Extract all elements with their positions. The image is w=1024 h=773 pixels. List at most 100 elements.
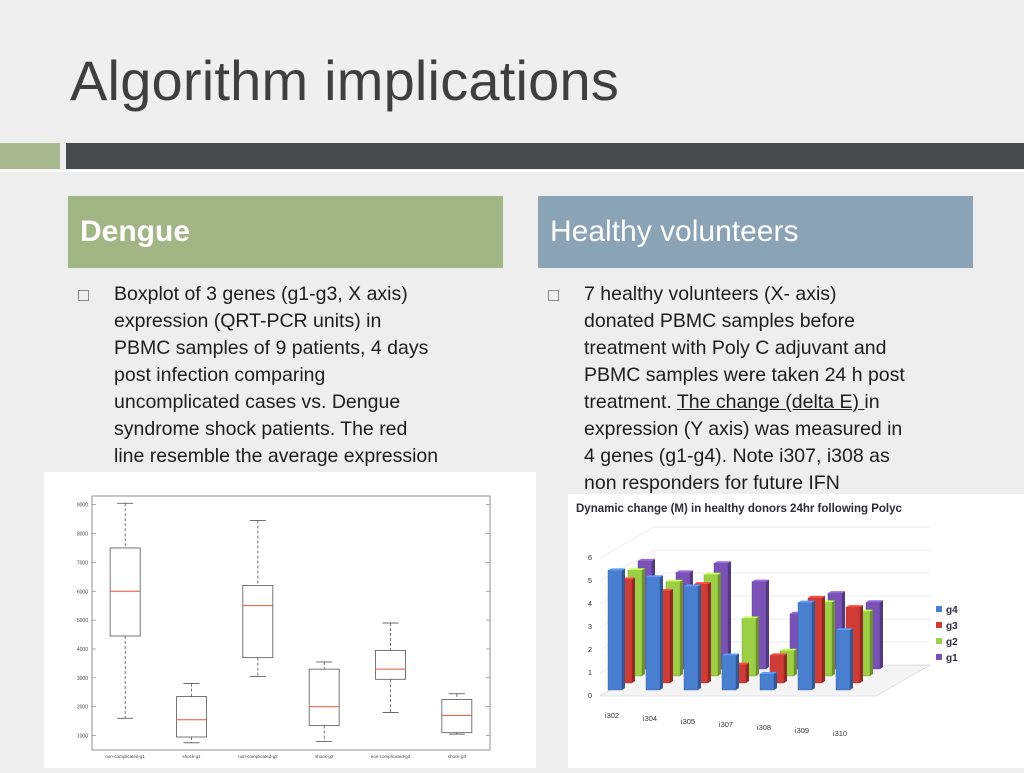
y-tick-label: 0 [588,691,592,700]
text-line: Boxplot of 3 genes (g1-g3, X axis) [114,283,408,305]
plot-frame [91,495,491,751]
bar-top-g3 [846,605,863,608]
bar3d-chart: Dynamic change (M) in healthy donors 24h… [576,503,958,738]
divider-line [0,170,1024,172]
x-tick-label: i307 [719,720,733,729]
y-tick-label: 2000 [77,705,88,711]
bar-top-g2 [704,572,721,575]
box [242,585,274,659]
bar-side-g4 [774,671,777,690]
bar3d-chart-title: Dynamic change (M) in healthy donors 24h… [576,503,902,515]
bar-top-g1 [676,570,693,573]
box [109,547,141,637]
bar-side-g4 [660,575,663,690]
text-line: 7 healthy volunteers (X- axis) [584,283,837,305]
y-tick-label: 1 [588,668,592,677]
box [375,650,406,680]
boxplot-chart: 1000 2000 3000 4000 5000 6000 7000 8000 9000 non-… [77,495,491,759]
text-line: PBMC samples were taken 24 h post [584,364,905,386]
x-tick-label: non-complicated-g1 [105,754,145,759]
bar-top-g1 [638,558,655,561]
bar-g4 [721,655,737,691]
x-tick-label: i309 [795,726,809,735]
legend-label: g1 [946,653,958,664]
bar-side-g2 [680,579,683,676]
dengue-header: Dengue [68,196,503,268]
bar-side-g3 [708,582,711,683]
bar-side-g4 [622,568,625,690]
box [441,699,473,734]
y-tick-label: 3 [588,622,592,631]
bar-top-g4 [722,653,739,656]
text-line: non responders for future IFN [584,472,840,494]
bar-top-g4 [646,575,663,578]
text-line: donated PBMC samples before [584,310,855,332]
bar-g4 [797,602,813,691]
box [308,668,340,726]
x-tick-label: i304 [643,714,657,723]
x-tick-label: i310 [833,729,847,738]
bar-side-g3 [746,662,749,683]
bar-top-g3 [808,595,825,598]
bar-g4 [759,673,775,691]
x-tick-label: shock-g2 [315,754,334,759]
legend-swatch-g1 [936,654,942,660]
y-tick-label: 1000 [77,734,88,740]
title-area [0,0,1024,140]
legend-label: g4 [946,605,958,616]
legend-label: g2 [946,637,958,648]
bar-top-g1 [752,579,769,582]
bullet-square-icon [548,290,559,301]
y-tick-label: 6000 [77,589,88,595]
y-tick-label: 5000 [77,618,88,624]
bar-side-g2 [718,572,721,676]
text-line: expression (QRT-PCR units) in [114,310,382,332]
text-line: treatment. The change (delta E) in [584,389,964,416]
x-tick-label: non-complicated-g2 [238,754,278,759]
y-tick-label: 7000 [77,560,88,566]
healthy-volunteers-header: Healthy volunteers [538,196,973,268]
bar-side-g2 [832,600,835,676]
y-tick-label: 3000 [77,676,88,682]
x-tick-label: i305 [681,717,695,726]
bar-side-g2 [642,568,645,676]
text-fragment: treatment. [584,391,677,413]
bar-g4 [645,577,661,691]
bar3d-image: Dynamic change (M) in healthy donors 24h… [568,494,1024,768]
text-line: treatment with Poly C adjuvant and [584,337,887,359]
bar-top-g2 [780,648,797,651]
bar-side-g3 [784,653,787,683]
healthy-volunteers-header-label: Healthy volunteers [550,215,799,248]
legend-label: g3 [946,621,958,632]
bar-side-g3 [632,577,635,683]
accent-band-green [0,143,60,169]
bar-top-g2 [666,579,683,582]
y-tick-label: 8000 [77,532,88,538]
y-tick-label: 9000 [77,503,88,509]
x-tick-label: i302 [605,711,619,720]
text-line: syndrome shock patients. The red [114,418,408,440]
grid-line [599,526,655,559]
dengue-header-label: Dengue [80,215,191,248]
y-tick-label: 5 [588,576,592,585]
text-line: PBMC samples of 9 patients, 4 days [114,337,429,359]
bar-top-g4 [760,671,777,674]
legend-swatch-g3 [936,622,942,628]
healthy-bullet-text: 7 healthy volunteers (X- axis) donated P… [584,281,964,497]
bar-side-g2 [756,616,759,676]
bar-top-g4 [684,584,701,587]
bar-side-g4 [736,653,739,690]
bar-side-g1 [766,579,769,669]
x-tick-label: shock-g1 [182,754,201,759]
legend-swatch-g2 [936,638,942,644]
legend-swatch-g4 [936,606,942,612]
bar-top-g1 [714,561,731,564]
x-tick-label: non-complicated-g3 [371,754,411,759]
text-line: uncomplicated cases vs. Dengue [114,391,401,413]
dengue-bullet-text: Boxplot of 3 genes (g1-g3, X axis) expre… [114,281,504,470]
slide-title: Algorithm implications [70,49,620,112]
y-tick-label: 4000 [77,647,88,653]
bar-side-g1 [880,600,883,669]
text-fragment: in [864,391,880,413]
y-tick-label: 2 [588,645,592,654]
